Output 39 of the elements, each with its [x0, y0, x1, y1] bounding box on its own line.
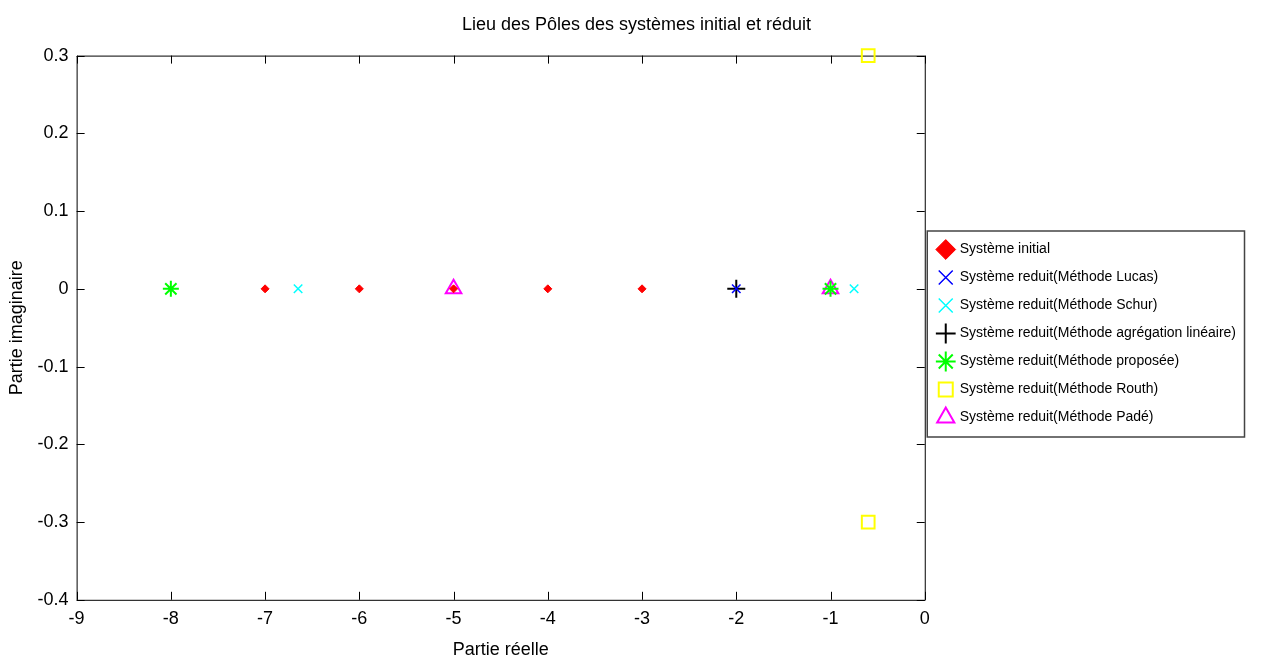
- point: [293, 283, 304, 294]
- legend-label: Système reduit(Méthode agrégation linéaire): [959, 324, 1237, 341]
- x-tick-label: -9: [68, 607, 85, 628]
- y-tick-label: 0: [58, 277, 69, 298]
- y-tick-label: -0.1: [37, 355, 69, 376]
- x-tick-label: -2: [728, 607, 745, 628]
- legend-label: Système reduit(Méthode Padé): [959, 408, 1154, 425]
- point: [543, 284, 553, 294]
- y-tick-label: 0.2: [43, 122, 69, 143]
- x-tick-label: 0: [919, 607, 930, 628]
- y-tick-label: -0.4: [37, 588, 69, 609]
- legend-label: Système reduit(Méthode Lucas): [959, 268, 1159, 285]
- point: [860, 514, 876, 530]
- chart-title: Lieu des Pôles des systèmes initial et réduit: [461, 13, 812, 34]
- point: [726, 278, 747, 299]
- x-axis-title: Partie réelle: [452, 639, 549, 660]
- point: [860, 48, 876, 63]
- legend-label: Système reduit(Méthode proposée): [959, 352, 1180, 369]
- x-tick-label: -5: [445, 607, 462, 628]
- y-axis-title: Partie imaginaire: [5, 260, 26, 396]
- x-tick-label: -7: [257, 607, 274, 628]
- legend-label: Système reduit(Méthode Routh): [959, 380, 1159, 397]
- point: [354, 284, 364, 294]
- point: [849, 283, 860, 294]
- x-tick-label: -1: [822, 607, 839, 628]
- x-tick-label: -3: [634, 607, 651, 628]
- x-tick-label: -8: [162, 607, 179, 628]
- y-tick-label: -0.3: [37, 511, 69, 532]
- legend-label: Système reduit(Méthode Schur): [959, 296, 1158, 313]
- y-tick-label: 0.1: [43, 200, 69, 221]
- y-tick-label: 0.3: [43, 44, 69, 65]
- x-tick-label: -4: [539, 607, 556, 628]
- legend-label: Système initial: [959, 240, 1051, 257]
- point: [637, 284, 647, 294]
- point: [161, 279, 180, 298]
- x-tick-label: -6: [351, 607, 368, 628]
- y-tick-label: -0.2: [37, 433, 69, 454]
- point: [731, 283, 742, 294]
- point: [260, 284, 270, 294]
